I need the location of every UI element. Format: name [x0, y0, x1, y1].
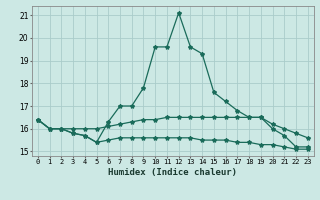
- X-axis label: Humidex (Indice chaleur): Humidex (Indice chaleur): [108, 168, 237, 177]
